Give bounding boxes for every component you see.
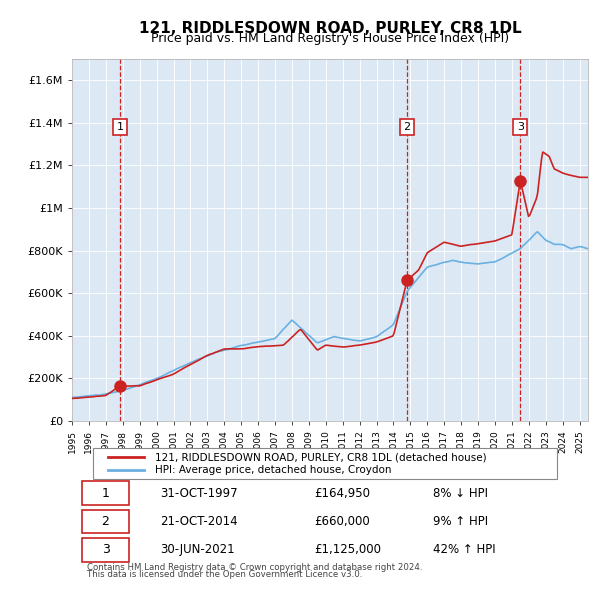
Text: £660,000: £660,000 <box>314 515 370 528</box>
Text: 2: 2 <box>101 515 109 528</box>
FancyBboxPatch shape <box>82 510 129 533</box>
Text: 9% ↑ HPI: 9% ↑ HPI <box>433 515 488 528</box>
Text: 30-JUN-2021: 30-JUN-2021 <box>160 543 235 556</box>
Text: 3: 3 <box>101 543 109 556</box>
FancyBboxPatch shape <box>82 538 129 562</box>
Text: 31-OCT-1997: 31-OCT-1997 <box>160 487 238 500</box>
FancyBboxPatch shape <box>92 448 557 479</box>
Text: HPI: Average price, detached house, Croydon: HPI: Average price, detached house, Croy… <box>155 465 391 474</box>
Text: 1: 1 <box>101 487 109 500</box>
Text: This data is licensed under the Open Government Licence v3.0.: This data is licensed under the Open Gov… <box>88 570 363 579</box>
Text: 21-OCT-2014: 21-OCT-2014 <box>160 515 238 528</box>
Text: 1: 1 <box>116 122 124 132</box>
Text: Contains HM Land Registry data © Crown copyright and database right 2024.: Contains HM Land Registry data © Crown c… <box>88 563 423 572</box>
Text: 121, RIDDLESDOWN ROAD, PURLEY, CR8 1DL (detached house): 121, RIDDLESDOWN ROAD, PURLEY, CR8 1DL (… <box>155 452 486 462</box>
FancyBboxPatch shape <box>82 481 129 505</box>
Text: 42% ↑ HPI: 42% ↑ HPI <box>433 543 496 556</box>
Text: 121, RIDDLESDOWN ROAD, PURLEY, CR8 1DL: 121, RIDDLESDOWN ROAD, PURLEY, CR8 1DL <box>139 21 521 35</box>
Text: Price paid vs. HM Land Registry's House Price Index (HPI): Price paid vs. HM Land Registry's House … <box>151 32 509 45</box>
Text: £1,125,000: £1,125,000 <box>314 543 382 556</box>
Text: £164,950: £164,950 <box>314 487 371 500</box>
Text: 2: 2 <box>404 122 411 132</box>
Text: 8% ↓ HPI: 8% ↓ HPI <box>433 487 488 500</box>
Text: 3: 3 <box>517 122 524 132</box>
